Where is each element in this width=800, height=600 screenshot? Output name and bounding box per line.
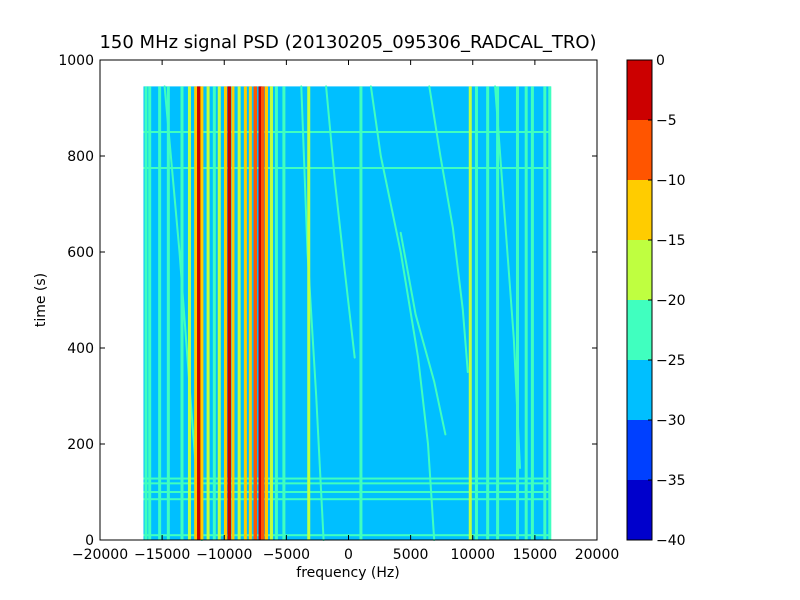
y-tick-label: 0: [85, 533, 94, 549]
colorbar-band: [627, 360, 652, 420]
heatmap-drift-trace: [428, 85, 469, 373]
x-axis-ticks: −20000 −15000 −10000 −5000 0 5000 10000 15000 20…: [72, 60, 619, 563]
heatmap-vertical-line: [264, 86, 268, 541]
heatmap-vertical-line: [200, 86, 204, 541]
colorbar-tick-label: −15: [656, 233, 686, 249]
heatmap-vertical-line: [269, 86, 273, 541]
colorbar-tick-label: 0: [656, 53, 665, 69]
heatmap-vertical-line: [496, 86, 500, 541]
heatmap-vertical-line: [474, 86, 478, 541]
heatmap-vertical-line: [282, 86, 286, 541]
heatmap-background-field: [143, 86, 552, 541]
heatmap-vertical-line: [248, 86, 252, 541]
heatmap-vertical-line: [307, 86, 311, 541]
heatmap-vertical-line: [243, 86, 247, 541]
heatmap-horizontal-band: [143, 498, 552, 501]
heatmap-vertical-line: [530, 86, 534, 541]
heatmap-horizontal-band: [143, 131, 552, 133]
heatmap-vertical-line: [359, 86, 363, 541]
x-tick-label: −10000: [196, 547, 252, 563]
heatmap-vertical-line: [148, 86, 152, 541]
x-tick-label: 5000: [393, 547, 429, 563]
heatmap-horizontal-band: [143, 167, 552, 169]
heatmap-drift-trace: [300, 85, 325, 541]
heatmap-vertical-line: [468, 86, 472, 541]
colorbar-band: [627, 120, 652, 180]
colorbar-tick-label: −30: [656, 413, 686, 429]
heatmap-vertical-line: [253, 86, 258, 541]
y-axis-ticks: 0 200 400 600 800 1000: [58, 53, 597, 549]
colorbar-tick-label: −10: [656, 173, 686, 189]
heatmap-drift-trace: [369, 85, 436, 541]
colorbar-tick-label: −5: [656, 113, 677, 129]
heatmap-layer: [143, 85, 552, 541]
heatmap-vertical-line: [158, 86, 162, 541]
heatmap-drift-trace: [325, 85, 356, 359]
heatmap-horizontal-band: [143, 477, 552, 480]
plot-area: −20000 −15000 −10000 −5000 0 5000 10000 15000 20…: [58, 53, 619, 563]
colorbar-bands: [627, 60, 652, 540]
x-tick-label: −5000: [263, 547, 310, 563]
heatmap-vertical-line: [227, 86, 231, 541]
x-tick-label: 10000: [450, 547, 495, 563]
colorbar-band: [627, 420, 652, 480]
colorbar: 0 −5 −10 −15 −20 −25 −30 −35 −40: [626, 53, 686, 549]
y-tick-label: 1000: [58, 53, 94, 69]
y-tick-label: 200: [67, 437, 94, 453]
colorbar-band: [627, 240, 652, 300]
x-tick-label: 15000: [513, 547, 558, 563]
heatmap-vertical-line: [548, 86, 552, 541]
heatmap-vertical-line: [486, 86, 490, 541]
heatmap-vertical-line: [274, 86, 278, 541]
colorbar-tick-label: −25: [656, 353, 686, 369]
heatmap-vertical-line: [206, 86, 210, 541]
x-tick-label: −20000: [72, 547, 128, 563]
y-axis-label: time (s): [33, 273, 49, 327]
heatmap-drift-trace: [399, 231, 447, 436]
heatmap-vertical-line: [258, 86, 263, 541]
y-tick-label: 800: [67, 149, 94, 165]
colorbar-band: [627, 480, 652, 540]
heatmap-horizontal-band: [143, 491, 552, 493]
heatmap-vertical-line: [261, 86, 265, 541]
heatmap-vertical-line: [524, 86, 528, 541]
colorbar-tick-label: −35: [656, 473, 686, 489]
heatmap-vertical-line: [223, 86, 227, 541]
y-tick-label: 600: [67, 245, 94, 261]
heatmap-vertical-line: [237, 86, 241, 541]
heatmap-vertical-line: [166, 86, 170, 541]
heatmap-vertical-line: [231, 86, 235, 541]
x-tick-label: −15000: [134, 547, 190, 563]
x-tick-label: 0: [344, 547, 353, 563]
colorbar-band: [627, 60, 652, 120]
heatmap-vertical-line: [180, 86, 184, 541]
y-tick-label: 400: [67, 341, 94, 357]
heatmap-vertical-line: [515, 86, 519, 541]
colorbar-tick-label: −40: [656, 533, 686, 549]
x-tick-label: 20000: [575, 547, 620, 563]
heatmap-vertical-line: [217, 86, 221, 541]
colorbar-ticks: 0 −5 −10 −15 −20 −25 −30 −35 −40: [648, 53, 686, 549]
heatmap-vertical-line: [144, 86, 148, 541]
x-axis-label: frequency (Hz): [296, 565, 399, 581]
colorbar-band: [627, 300, 652, 360]
heatmap-horizontal-band: [143, 482, 552, 485]
heatmap-vertical-line: [197, 86, 201, 541]
heatmap-vertical-line: [543, 86, 547, 541]
heatmap-horizontal-band: [143, 534, 552, 537]
chart-title: 150 MHz signal PSD (20130205_095306_RADC…: [99, 32, 596, 53]
heatmap-vertical-line: [194, 86, 198, 541]
heatmap-vertical-line: [212, 86, 216, 541]
colorbar-tick-label: −20: [656, 293, 686, 309]
colorbar-band: [627, 180, 652, 240]
heatmap-vertical-line: [187, 86, 191, 541]
